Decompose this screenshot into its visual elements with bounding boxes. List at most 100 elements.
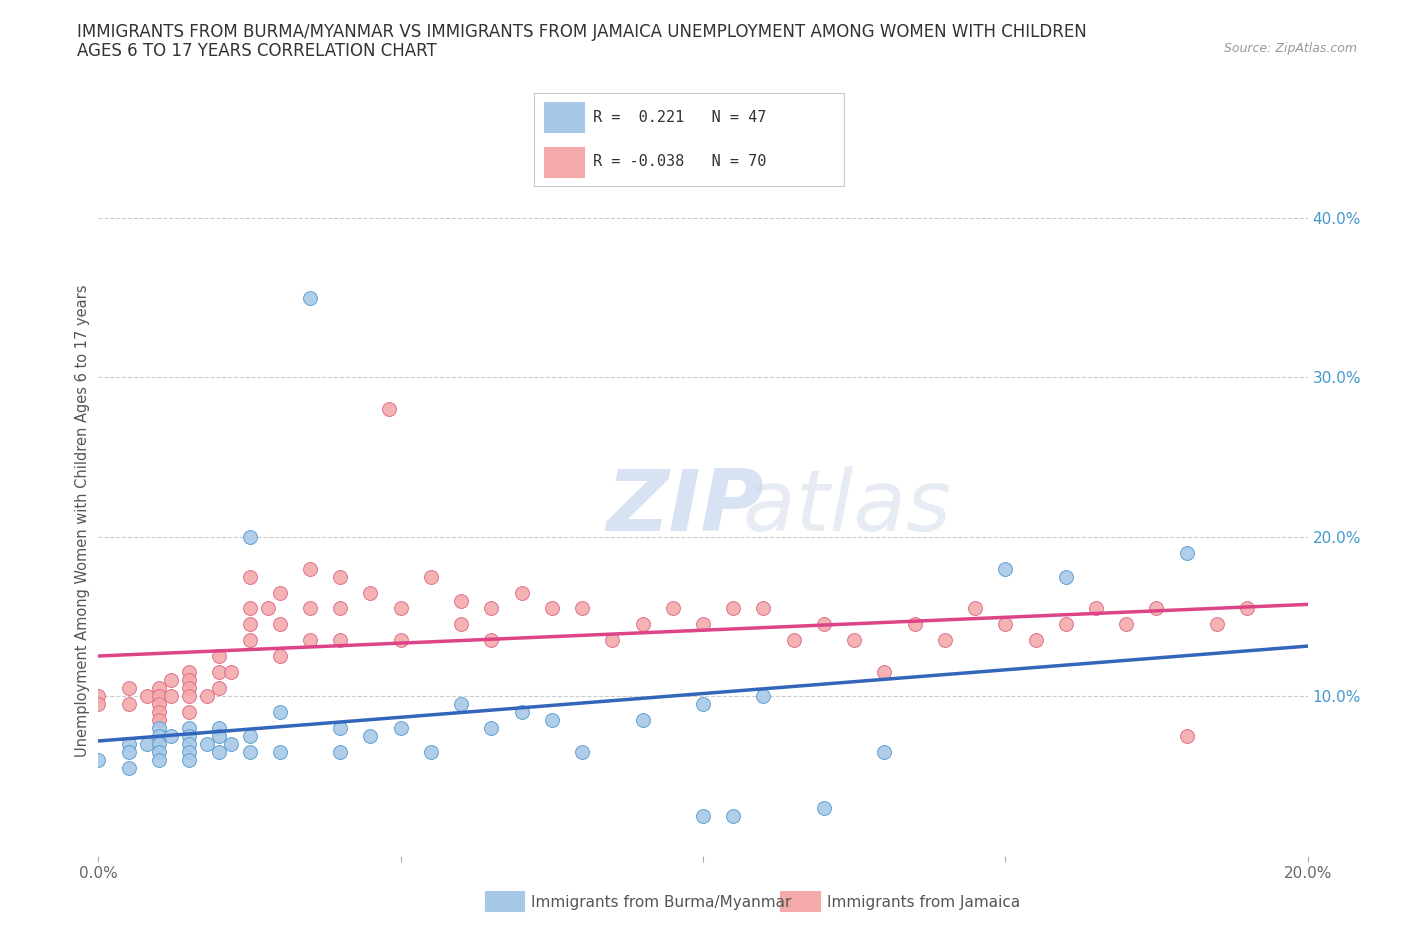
Point (420, 569, 443, 584)
Point (179, 689, 201, 704)
Point (1054, 617, 1077, 631)
Point (118, 761, 141, 776)
Point (723, 601, 745, 616)
Point (329, 633, 352, 648)
Point (377, 402, 399, 417)
Point (1144, 601, 1167, 616)
Point (239, 569, 262, 584)
Point (481, 633, 503, 648)
Point (179, 728, 201, 743)
Point (195, 737, 218, 751)
Point (87, 752, 110, 767)
Point (239, 633, 262, 648)
Point (783, 633, 806, 648)
Text: R =  0.221   N = 47: R = 0.221 N = 47 (593, 110, 766, 125)
Point (195, 689, 218, 704)
Point (239, 601, 262, 616)
Point (269, 585, 291, 600)
Point (481, 721, 503, 736)
Point (179, 752, 201, 767)
Point (179, 681, 201, 696)
Point (571, 745, 593, 760)
Bar (544, 102, 583, 132)
Point (299, 561, 322, 576)
Point (1024, 633, 1046, 648)
Text: atlas: atlas (606, 466, 950, 549)
Point (965, 601, 987, 616)
Point (208, 681, 231, 696)
Point (510, 585, 533, 600)
Point (179, 737, 201, 751)
Point (540, 712, 562, 727)
Point (813, 801, 835, 816)
Text: Immigrants from Jamaica: Immigrants from Jamaica (827, 895, 1019, 910)
Point (221, 665, 243, 680)
Point (389, 721, 412, 736)
Point (692, 808, 714, 823)
Point (269, 705, 291, 720)
Y-axis label: Unemployment Among Women with Children Ages 6 to 17 years: Unemployment Among Women with Children A… (75, 285, 90, 757)
Point (752, 601, 775, 616)
Text: ZIP: ZIP (606, 466, 763, 549)
Bar (544, 147, 583, 177)
Point (299, 633, 322, 648)
Point (692, 697, 714, 711)
Point (510, 705, 533, 720)
Point (631, 617, 654, 631)
Point (389, 633, 412, 648)
Point (148, 737, 170, 751)
Point (1115, 617, 1137, 631)
Point (148, 681, 170, 696)
Point (148, 689, 170, 704)
Point (118, 697, 141, 711)
Point (450, 697, 472, 711)
Point (329, 721, 352, 736)
Point (208, 721, 231, 736)
Point (269, 617, 291, 631)
Point (631, 712, 654, 727)
Point (420, 745, 443, 760)
Point (87, 689, 110, 704)
Point (87, 697, 110, 711)
Point (299, 601, 322, 616)
Point (450, 617, 472, 631)
Point (148, 712, 170, 727)
Point (602, 633, 624, 648)
Point (752, 689, 775, 704)
Point (571, 601, 593, 616)
Point (692, 617, 714, 631)
Point (269, 745, 291, 760)
Text: IMMIGRANTS FROM BURMA/MYANMAR VS IMMIGRANTS FROM JAMAICA UNEMPLOYMENT AMONG WOME: IMMIGRANTS FROM BURMA/MYANMAR VS IMMIGRA… (77, 23, 1087, 41)
Point (1054, 569, 1077, 584)
Point (148, 728, 170, 743)
Text: AGES 6 TO 17 YEARS CORRELATION CHART: AGES 6 TO 17 YEARS CORRELATION CHART (77, 42, 437, 60)
Text: R = -0.038   N = 70: R = -0.038 N = 70 (593, 154, 766, 169)
Point (160, 689, 183, 704)
Point (994, 561, 1017, 576)
Point (813, 617, 835, 631)
Point (540, 601, 562, 616)
Point (160, 672, 183, 687)
Point (389, 601, 412, 616)
Point (1175, 728, 1198, 743)
Point (208, 665, 231, 680)
Point (135, 737, 157, 751)
Point (662, 601, 685, 616)
Point (208, 745, 231, 760)
Point (179, 745, 201, 760)
Point (208, 728, 231, 743)
Point (221, 737, 243, 751)
Point (329, 601, 352, 616)
Point (873, 665, 896, 680)
Point (299, 290, 322, 305)
Point (994, 617, 1017, 631)
Point (179, 672, 201, 687)
Point (329, 745, 352, 760)
Point (723, 808, 745, 823)
Point (329, 569, 352, 584)
Point (160, 728, 183, 743)
Point (148, 745, 170, 760)
Point (135, 689, 157, 704)
Text: Source: ZipAtlas.com: Source: ZipAtlas.com (1223, 42, 1357, 55)
Point (179, 705, 201, 720)
